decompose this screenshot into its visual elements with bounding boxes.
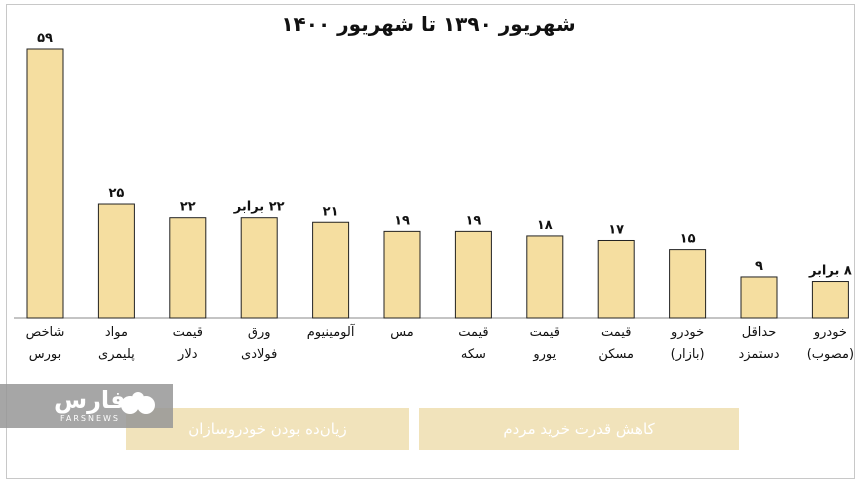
value-label-6: ۱۹	[465, 213, 481, 228]
category-label-3-line-1: فولادی	[241, 347, 277, 362]
value-label-0: ۵۹	[37, 31, 53, 46]
bar-3	[240, 217, 278, 319]
fars-logo-icon	[121, 392, 155, 414]
category-label-0-line-1: بورس	[29, 347, 61, 362]
watermark-text: فارس	[54, 386, 126, 414]
bar-9	[669, 249, 707, 319]
category-label-10-line-1: دستمزد	[738, 347, 779, 362]
bar-5	[383, 230, 421, 319]
category-label-7-line-1: یورو	[532, 347, 556, 362]
category-label-11-line-0: خودرو	[813, 325, 847, 340]
value-label-5: ۱۹	[394, 213, 410, 228]
bar-10	[740, 276, 778, 319]
value-label-9: ۱۵	[680, 232, 696, 247]
category-label-9-line-1: (بازار)	[671, 347, 705, 362]
value-label-10: ۹	[755, 259, 763, 274]
value-label-8: ۱۷	[608, 222, 624, 237]
category-label-2-line-0: قیمت	[173, 325, 203, 340]
value-label-7: ۱۸	[537, 218, 553, 233]
category-label-10-line-0: حداقل	[742, 325, 777, 340]
bar-4	[312, 221, 350, 319]
category-label-6-line-0: قیمت	[458, 325, 488, 340]
bar-2	[169, 217, 207, 319]
category-label-8-line-1: مسکن	[598, 347, 634, 362]
value-label-4: ۲۱	[323, 204, 339, 219]
category-label-1-line-0: مواد	[105, 325, 128, 340]
group-label-purchasing-power: کاهش قدرت خرید مردم	[419, 408, 739, 450]
value-label-3: ۲۲ برابر	[233, 200, 285, 215]
category-label-6-line-1: سکه	[461, 347, 486, 362]
bar-1	[97, 203, 135, 319]
category-label-7-line-0: قیمت	[530, 325, 560, 340]
bar-7	[526, 235, 564, 319]
category-label-5-line-0: مس	[390, 325, 414, 340]
category-label-2-line-1: دلار	[177, 347, 198, 362]
category-label-3-line-0: ورق	[248, 325, 271, 340]
bar-8	[597, 239, 635, 319]
category-label-8-line-0: قیمت	[601, 325, 631, 340]
group-label-automakers-loss: زیان‌ده بودن خودروسازان	[126, 408, 409, 450]
value-label-11: ۸ برابر	[808, 264, 852, 279]
bar-11	[811, 281, 849, 319]
value-label-2: ۲۲	[180, 200, 196, 215]
watermark-subtext: FARSNEWS	[60, 414, 121, 423]
category-label-1-line-1: پلیمری	[98, 347, 135, 362]
category-label-4-line-0: آلومینیوم	[307, 323, 356, 340]
value-label-1: ۲۵	[108, 186, 124, 201]
watermark: فارس FARSNEWS	[0, 384, 173, 428]
category-label-11-line-1: (مصوب)	[807, 347, 854, 362]
bar-6	[454, 230, 492, 319]
bar-0	[26, 48, 64, 319]
category-label-0-line-0: شاخص	[26, 325, 65, 340]
category-label-9-line-0: خودرو	[670, 325, 704, 340]
chart-title: شهریور ۱۳۹۰ تا شهریور ۱۴۰۰	[281, 12, 576, 36]
